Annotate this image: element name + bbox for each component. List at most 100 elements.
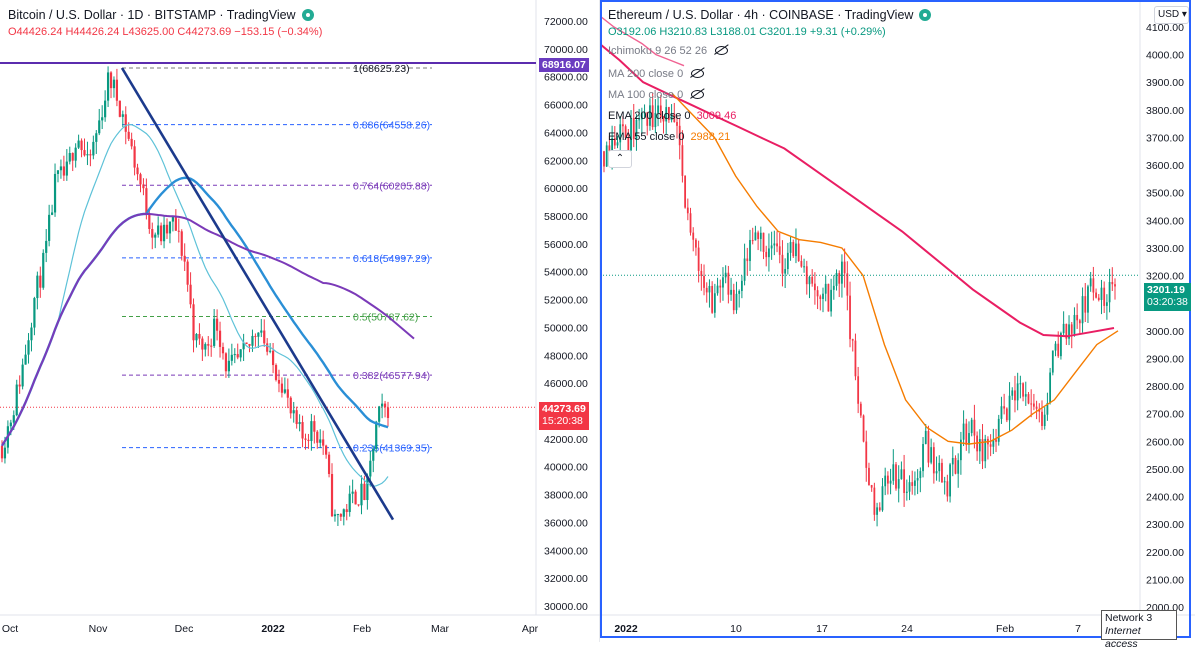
eth-candle	[1003, 406, 1006, 409]
btc-candle	[115, 79, 119, 101]
btc-candle	[357, 504, 360, 506]
eth-candle	[789, 242, 792, 253]
btc-candle	[177, 230, 180, 232]
eth-candle	[862, 415, 865, 442]
eth-candle	[897, 479, 900, 489]
btc-candle	[101, 117, 104, 121]
eth-candle	[681, 145, 684, 176]
btc-candle	[248, 343, 251, 346]
indicator-ema200[interactable]: EMA 200 close 0 3009.46	[608, 110, 737, 122]
btc-candle	[295, 410, 298, 425]
price-axis-label: 36000.00	[544, 517, 588, 529]
btc-candle	[310, 421, 313, 441]
eth-candle	[762, 232, 765, 252]
btc-candle	[322, 439, 325, 446]
btc-candle	[160, 225, 163, 242]
eth-candle	[870, 485, 873, 488]
btc-candle	[292, 410, 295, 414]
indicator-ichimoku[interactable]: Ichimoku 9 26 52 26	[608, 45, 729, 57]
price-axis-label: 3200.00	[1146, 271, 1184, 283]
eth-candle	[978, 439, 981, 452]
price-axis-label: 64000.00	[544, 127, 588, 139]
eth-candle	[935, 471, 938, 474]
indicator-ema55[interactable]: EMA 55 close 0 2988.21	[608, 131, 731, 143]
fib-level-label: 0.236(41369.35)	[353, 443, 430, 455]
btc-chart-canvas[interactable]: 72000.00 70000.00 68000.00 66000.00 64000.00…	[0, 0, 600, 642]
indicator-ma200[interactable]: MA 200 close 0	[608, 68, 705, 80]
eth-candle	[667, 107, 670, 121]
btc-chart-pane[interactable]: 72000.00 70000.00 68000.00 66000.00 64000.00…	[0, 0, 600, 642]
price-axis-label: 3800.00	[1146, 105, 1184, 117]
eth-candle	[954, 457, 957, 474]
price-axis-label: 3700.00	[1146, 132, 1184, 144]
btc-candle	[319, 439, 322, 443]
btc-candle	[77, 140, 80, 148]
eth-candle	[927, 430, 930, 463]
eth-candle	[919, 471, 922, 479]
eth-candle	[703, 275, 705, 288]
eth-candle	[749, 240, 751, 262]
btc-candle	[106, 72, 110, 101]
eth-candle	[640, 112, 643, 120]
eth-candle	[776, 243, 778, 247]
price-axis-label: 2200.00	[1146, 547, 1184, 559]
eth-candle	[638, 119, 641, 121]
btc-candle	[271, 350, 275, 366]
price-axis-label: 3900.00	[1146, 77, 1184, 89]
eth-chart-canvas[interactable]: 4100.00 4000.00 3900.00 3800.00 3700.00 3600.…	[600, 0, 1195, 642]
btc-candle	[9, 422, 12, 427]
btc-candle	[354, 491, 357, 505]
currency-select[interactable]: USD ▾	[1154, 6, 1189, 24]
eth-candle	[613, 138, 616, 146]
eth-candle	[1070, 324, 1073, 334]
time-axis-label: Apr	[522, 623, 539, 635]
eth-candle	[646, 112, 649, 126]
hidden-eye-icon[interactable]	[715, 46, 729, 55]
btc-candle	[18, 384, 21, 387]
eth-candle	[930, 447, 933, 463]
hidden-eye-icon[interactable]	[691, 69, 705, 78]
btc-candle	[89, 154, 92, 156]
price-axis-label: 50000.00	[544, 322, 588, 334]
collapse-legend-button[interactable]: ⌃	[608, 150, 632, 168]
btc-candle	[36, 275, 39, 299]
btc-candle	[48, 214, 51, 241]
btc-candle	[375, 421, 378, 449]
btc-candle	[215, 318, 219, 331]
btc-candle	[274, 365, 278, 380]
btc-countdown: 15:20:38	[542, 415, 583, 427]
btc-candle	[386, 407, 390, 418]
eth-candle	[911, 482, 914, 486]
eth-chart-pane[interactable]: 4100.00 4000.00 3900.00 3800.00 3700.00 3600.…	[600, 0, 1195, 642]
eth-candle	[784, 269, 787, 274]
btc-candle	[15, 384, 18, 416]
eth-countdown: 03:20:38	[1147, 296, 1188, 308]
price-axis-label: 2900.00	[1146, 353, 1184, 365]
btc-candle	[304, 438, 307, 440]
btc-candle	[45, 240, 48, 253]
eth-last-price-tag: 3201.19 03:20:38	[1144, 283, 1191, 311]
eth-candle	[792, 242, 795, 257]
eth-candle	[735, 293, 738, 311]
btc-candle	[121, 114, 124, 117]
market-open-icon	[919, 9, 932, 21]
eth-candle	[649, 105, 651, 126]
hidden-eye-icon[interactable]	[691, 90, 705, 99]
btc-candle	[157, 225, 160, 235]
price-axis-label: 68000.00	[544, 72, 588, 84]
btc-candle	[98, 120, 101, 134]
eth-candle	[713, 293, 716, 313]
eth-candle	[719, 285, 722, 288]
eth-legend: Ethereum / U.S. Dollar · 4h · COINBASE ·…	[608, 8, 932, 22]
eth-candle	[705, 287, 708, 293]
btc-candle	[316, 431, 319, 443]
eth-candle	[1087, 286, 1089, 313]
fib-level-label: 0.764(60205.88)	[353, 180, 430, 192]
price-axis-label: 3600.00	[1146, 160, 1184, 172]
eth-candle	[689, 213, 692, 233]
price-axis-label: 32000.00	[544, 573, 588, 585]
eth-candle	[886, 475, 889, 484]
eth-candle	[995, 439, 997, 442]
price-axis-label: 4000.00	[1146, 50, 1184, 62]
indicator-ma100[interactable]: MA 100 close 0	[608, 89, 705, 101]
